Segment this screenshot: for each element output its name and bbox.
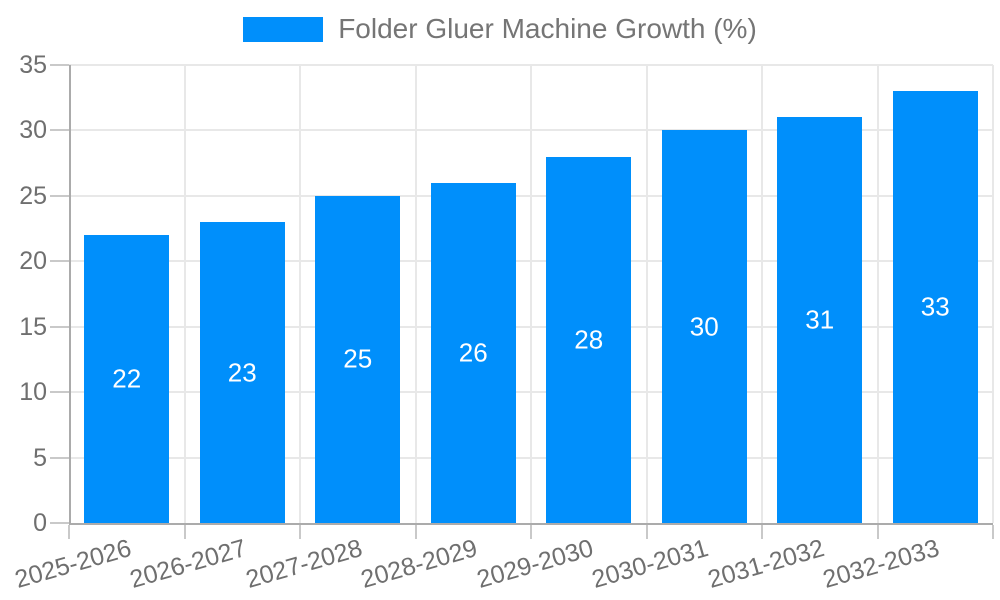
bar-value-label: 33 (920, 291, 950, 322)
y-axis-tick (50, 522, 69, 524)
x-axis-tick (645, 525, 648, 539)
plot-area: 0 5 10 15 20 25 30 35 22 2025-2026 23 2026-2027 25 20… (12, 52, 994, 594)
y-axis-tick-label: 30 (19, 116, 47, 145)
bar-value-label: 30 (689, 311, 719, 342)
x-gridline (530, 65, 532, 523)
x-gridline (414, 65, 417, 523)
x-axis-tick (876, 525, 879, 539)
y-axis-tick-label: 25 (19, 181, 47, 210)
y-axis-tick (50, 129, 69, 132)
y-axis-tick-label: 5 (33, 443, 47, 472)
y-axis-tick-label: 0 (33, 509, 47, 537)
y-axis-tick-label: 35 (19, 51, 47, 79)
x-axis-tick (183, 525, 186, 539)
x-gridline (876, 65, 879, 523)
legend[interactable]: Folder Gluer Machine Growth (%) (0, 14, 1000, 44)
x-axis-tick (68, 525, 70, 539)
x-gridline (645, 65, 648, 523)
legend-label: Folder Gluer Machine Growth (%) (338, 13, 757, 44)
y-axis-tick (50, 456, 69, 459)
bar-value-label: 22 (112, 363, 142, 394)
y-axis-tick-label: 20 (19, 247, 47, 276)
bar: 30 (661, 130, 747, 523)
y-axis-tick-label: 10 (19, 378, 47, 407)
x-gridline (299, 65, 301, 523)
bar-value-label: 26 (458, 337, 488, 368)
bar: 25 (315, 195, 401, 523)
legend-marker-swatch (243, 16, 324, 42)
y-axis-tick (50, 325, 69, 328)
y-axis-tick (50, 194, 69, 197)
y-axis-tick (50, 391, 69, 394)
x-axis-tick (530, 525, 532, 539)
y-axis-tick-label: 15 (19, 312, 47, 341)
x-gridline (761, 65, 763, 523)
x-axis-tick (761, 525, 763, 539)
x-axis-tick (992, 525, 994, 539)
x-gridline (183, 65, 186, 523)
bar: 23 (199, 222, 285, 523)
bar: 28 (546, 156, 632, 523)
bar: 26 (430, 182, 516, 523)
bar: 33 (892, 91, 978, 523)
bar-value-label: 31 (805, 304, 835, 335)
x-axis-tick (414, 525, 417, 539)
bar: 31 (777, 117, 863, 523)
y-axis-line (69, 65, 71, 523)
y-axis-tick (50, 64, 69, 66)
bar: 22 (84, 235, 170, 523)
y-axis-tick (50, 260, 69, 263)
bar-value-label: 28 (574, 324, 604, 355)
x-axis-tick (299, 525, 301, 539)
bar-value-label: 25 (343, 343, 373, 374)
bar-value-label: 23 (227, 357, 257, 388)
x-gridline (992, 65, 994, 523)
